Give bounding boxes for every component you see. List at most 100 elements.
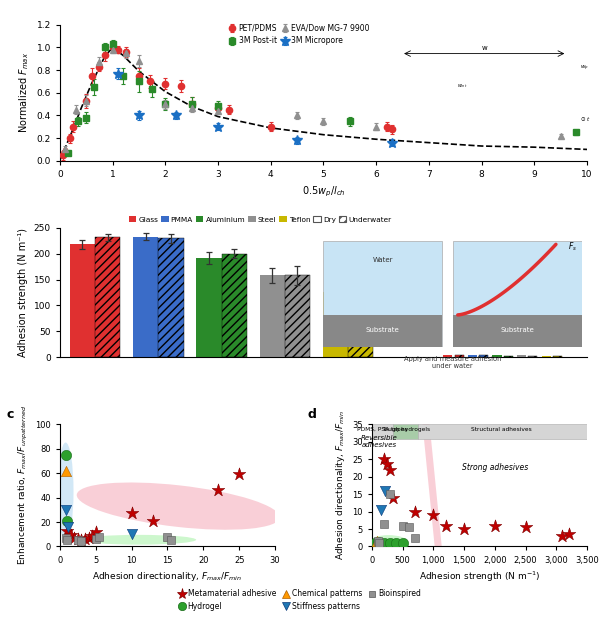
Legend: Metamaterial adhesive, Hydrogel, Chemical patterns, Stiffness patterns, Bioinspi: Metamaterial adhesive, Hydrogel, Chemica… [175, 586, 424, 614]
Point [149, 516, 158, 526]
Bar [133, 237, 158, 357]
Text: d: d [307, 408, 316, 421]
Point [441, 520, 450, 530]
Point [558, 531, 567, 541]
Point [459, 524, 469, 534]
Bar [541, 356, 551, 357]
Bar [504, 356, 513, 357]
Point [80, 534, 90, 544]
Text: Structural adhesives: Structural adhesives [471, 427, 531, 432]
Bar [348, 310, 373, 357]
Text: c: c [6, 408, 14, 421]
Point [379, 519, 389, 528]
Point [389, 492, 398, 502]
Ellipse shape [370, 535, 407, 547]
Point [84, 533, 93, 543]
Point [234, 469, 244, 479]
Point [77, 535, 86, 545]
Point [62, 516, 72, 526]
Point [91, 527, 101, 537]
Bar [443, 355, 452, 357]
Bar [285, 275, 310, 357]
Point [62, 466, 71, 476]
Point [69, 533, 79, 543]
Bar [492, 355, 501, 357]
Point [404, 522, 413, 532]
Bar [196, 258, 222, 357]
Bar [158, 238, 184, 357]
Point [386, 538, 395, 548]
Point [380, 486, 390, 496]
X-axis label: 0.5$w_p$/$l_{ch}$: 0.5$w_p$/$l_{ch}$ [302, 184, 345, 199]
Point [521, 522, 530, 532]
Point [87, 531, 97, 541]
Point [61, 450, 71, 460]
Text: Tough hydrogels: Tough hydrogels [382, 427, 429, 432]
Point [386, 489, 395, 499]
Point [91, 534, 101, 544]
Y-axis label: Adhesion strength (N m⁻¹): Adhesion strength (N m⁻¹) [18, 228, 28, 357]
X-axis label: Adhesion directionality, $F_{max}/F_{min}$: Adhesion directionality, $F_{max}/F_{min… [92, 570, 243, 583]
Point [428, 510, 438, 520]
Point [370, 538, 380, 548]
Bar [418, 424, 587, 439]
Y-axis label: Normalized $F_{max}$: Normalized $F_{max}$ [17, 52, 31, 134]
Point [376, 505, 386, 515]
X-axis label: Adhesion strength (N m$^{-1}$): Adhesion strength (N m$^{-1}$) [419, 570, 540, 584]
Bar [222, 254, 247, 357]
Ellipse shape [81, 535, 196, 545]
Point [372, 537, 382, 546]
Point [73, 534, 83, 544]
Bar [95, 237, 120, 357]
Point [373, 537, 383, 546]
Point [61, 533, 71, 543]
Point [386, 465, 395, 474]
Point [77, 536, 86, 546]
Point [62, 525, 72, 535]
Point [62, 535, 72, 545]
Bar [468, 355, 477, 357]
Point [213, 485, 222, 495]
Point [398, 538, 407, 548]
Point [398, 520, 407, 530]
Text: Strong adhesives: Strong adhesives [462, 463, 528, 471]
Bar [479, 355, 488, 357]
Point [379, 454, 389, 464]
Bar [372, 424, 394, 439]
Point [379, 538, 389, 548]
Point [127, 529, 137, 539]
Point [127, 509, 137, 519]
Point [410, 507, 420, 517]
Point [382, 460, 392, 469]
Bar [528, 356, 537, 357]
Bar [259, 275, 285, 357]
Point [95, 532, 104, 542]
Bar [394, 424, 418, 439]
Bar [323, 292, 348, 357]
Bar [455, 355, 464, 357]
Point [410, 533, 420, 543]
Point [373, 537, 383, 547]
Text: PDMS, PSA tapes: PDMS, PSA tapes [358, 427, 408, 432]
Bar [517, 355, 527, 357]
Point [63, 522, 72, 532]
Legend: Glass, PMMA, Aluminium, Steel, Teflon, Dry, Underwater: Glass, PMMA, Aluminium, Steel, Teflon, D… [126, 214, 395, 225]
Y-axis label: Enhancement ratio, $F_{max}/F_{unpatterned}$: Enhancement ratio, $F_{max}/F_{unpattern… [16, 406, 29, 566]
Legend: PET/PDMS, 3M Post-it, EVA/Dow MG-7 9900, 3M Micropore: PET/PDMS, 3M Post-it, EVA/Dow MG-7 9900,… [226, 20, 373, 48]
Bar [553, 356, 562, 357]
Point [66, 530, 75, 540]
Point [73, 535, 83, 545]
Y-axis label: Adhesion directionality, $F_{max}/F_{min}$: Adhesion directionality, $F_{max}/F_{min… [334, 410, 347, 560]
Point [392, 538, 401, 548]
Point [167, 535, 176, 545]
Ellipse shape [349, 0, 518, 621]
Ellipse shape [58, 443, 74, 540]
Point [564, 529, 573, 539]
Point [62, 505, 71, 515]
Point [374, 538, 384, 548]
Ellipse shape [77, 483, 280, 530]
Bar [69, 245, 95, 357]
Point [490, 520, 500, 530]
Text: Reversible
adhesives: Reversible adhesives [361, 435, 398, 448]
Point [163, 532, 173, 542]
